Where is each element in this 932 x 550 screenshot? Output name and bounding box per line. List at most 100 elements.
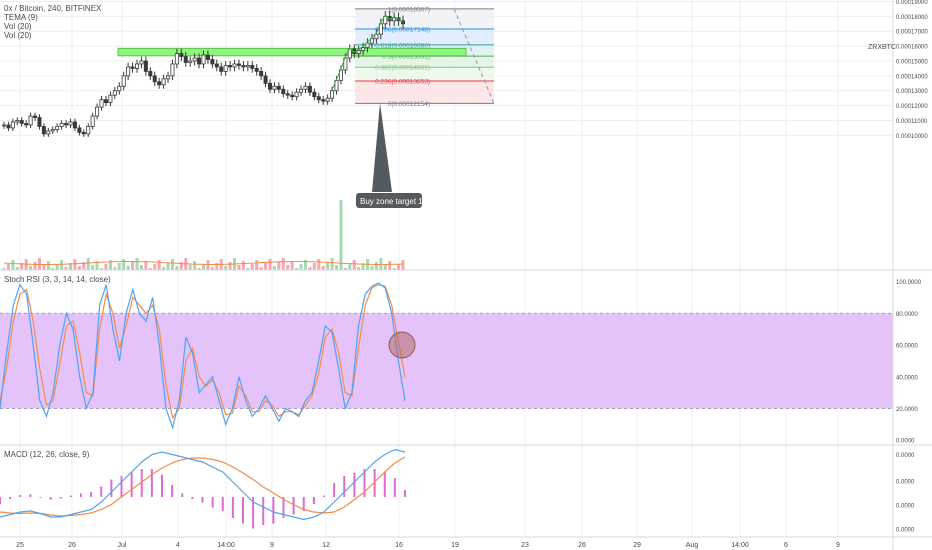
volume-bar [348,264,352,270]
indicator-tema[interactable]: TEMA (9) [4,13,38,22]
candle-body [121,75,126,87]
indicator-vol-2[interactable]: Vol (20) [4,31,32,40]
indicator-vol-1[interactable]: Vol (20) [4,22,32,31]
macd-histogram-bar [363,469,366,497]
price-pane[interactable]: 1(0.00018507) 0.786(0.00017148) 0.618(0.00… [2,6,495,270]
candle [37,114,42,130]
candle [365,38,370,53]
candle [174,48,179,69]
volume-bar [113,267,117,270]
candle [77,124,82,136]
x-tick-label: 9 [836,542,840,549]
volume-bar [295,268,299,270]
macd-histogram-bar [404,490,406,497]
volume-bar [86,258,90,270]
stoch-rsi-pane[interactable] [0,282,893,430]
x-tick-label: 14:00 [731,542,749,549]
candle [86,123,91,137]
volume-bar [144,261,148,270]
x-tick-label: 25 [16,542,24,549]
volume-bar [82,262,86,270]
macd-histogram-bar [9,497,12,500]
volume-bar [55,264,59,270]
candle [325,94,330,105]
macd-tick-label: 0.0000 [896,480,915,486]
candle-body [201,54,206,65]
volume-bar [77,266,81,270]
stoch-tick-label: 60.0000 [896,344,918,350]
candle [41,123,46,137]
stoch-rsi-label[interactable]: Stoch RSI (3, 3, 14, 14, close) [4,275,111,284]
macd-histogram-bar [323,495,325,497]
candle-body [33,115,38,118]
candle-body [28,115,33,126]
candle [179,48,184,62]
fib-zone [355,67,494,82]
candle-body [303,85,308,90]
fib-trend-line [453,8,495,104]
macd-histogram-bar [100,486,103,497]
candle [236,59,241,70]
volume-bar [6,264,10,270]
volume-bar [352,260,356,270]
candle [201,50,206,69]
candle-body [392,17,397,22]
candle [245,61,250,72]
volume-bar [303,260,307,270]
candle-body [148,71,153,77]
macd-histogram-bar [59,497,62,499]
volume-bar [370,266,374,270]
macd-tick-label: 0.0000 [896,504,915,510]
volume-bar [321,266,325,270]
macd-pane[interactable] [0,448,406,529]
candle-body [41,126,46,135]
x-tick-label: 26 [578,542,586,549]
callout-label[interactable]: Buy zone target 1 [360,197,423,206]
candle-body [161,78,166,86]
price-tick-label: 0.00013000 [896,89,928,95]
candle [223,61,228,76]
candle-body [170,63,175,77]
candle-body [6,124,11,129]
x-tick-label: 29 [633,542,641,549]
volume-bar [15,267,19,270]
volume-bar [286,265,290,270]
candle-body [81,131,86,135]
volume-bar [290,261,294,270]
candle [166,71,171,83]
candle [369,33,374,48]
candle [267,79,272,94]
macd-label[interactable]: MACD (12, 26, close, 9) [4,450,90,459]
macd-histogram-bar [282,497,285,518]
macd-histogram-bar [252,497,255,529]
fib-zone [355,56,494,68]
volume-bar [259,267,263,270]
volume-bar [374,262,378,270]
candle-body [272,85,277,90]
macd-histogram-bar [29,494,32,497]
callout-pointer [372,103,392,192]
candle-body [68,121,73,126]
volume-bar [100,268,104,270]
candle-body [241,65,246,68]
candle-body [245,65,250,68]
price-tick-label: 0.00015000 [896,59,928,65]
x-tick-label: 23 [521,542,529,549]
candle-body [361,47,366,51]
fib-level-label: 0.236(0.00013653) [375,79,430,86]
candle [170,59,175,81]
fib-level-label: 0.618(0.00016080) [375,42,430,49]
candle-body [321,99,326,102]
fib-level-label: 0(0.00012154) [388,101,430,108]
candle [46,127,51,137]
macd-histogram-bar [272,497,275,524]
volume-bar [335,265,338,270]
candle-body [214,63,219,68]
volume-bar [339,200,343,270]
candle [228,61,233,72]
candle-body [112,90,117,96]
candle-body [223,65,228,72]
volume-bar [51,268,55,270]
candle-body [307,85,312,93]
